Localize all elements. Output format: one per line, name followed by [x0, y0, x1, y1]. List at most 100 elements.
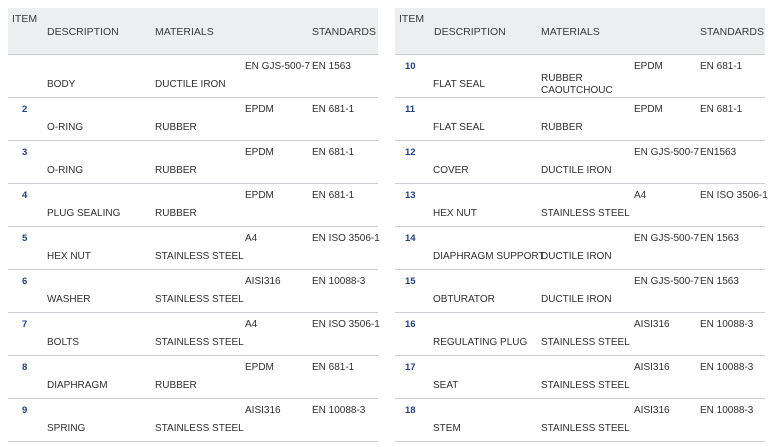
standard-cell: EN ISO 3506-1	[700, 190, 768, 201]
table-row: 3 O-RING RUBBER EPDM EN 681-1	[8, 141, 378, 184]
standard-cell: EN 681-1	[700, 61, 743, 72]
header-description: DESCRIPTION	[434, 26, 506, 38]
item-number: 8	[22, 362, 28, 373]
materials-cell: STAINLESS STEEL	[155, 337, 244, 348]
table-header: ITEM DESCRIPTION MATERIALS STANDARDS	[8, 8, 378, 55]
description-cell: O-RING	[47, 165, 84, 176]
table-row: 13 HEX NUT STAINLESS STEEL A4 EN ISO 3506-1	[395, 184, 768, 227]
grade-cell: AISI316	[634, 362, 670, 373]
standard-cell: EN 1563	[312, 61, 351, 72]
grade-cell: A4	[634, 190, 647, 201]
parts-table-left: ITEM DESCRIPTION MATERIALS STANDARDS BOD…	[8, 8, 380, 442]
standard-cell: EN 10088-3	[700, 405, 754, 416]
table-row: 17 SEAT STAINLESS STEEL AISI316 EN 10088-3	[395, 356, 765, 399]
materials-cell: RUBBER	[155, 380, 197, 391]
grade-cell: EPDM	[634, 104, 663, 115]
table-row: 7 BOLTS STAINLESS STEEL A4 EN ISO 3506-1	[8, 313, 380, 356]
grade-cell: EPDM	[245, 147, 274, 158]
table-row: 14 DIAPHRAGM SUPPORT DUCTILE IRON EN GJS-50…	[395, 227, 765, 270]
table-row: 10 FLAT SEAL RUBBER CAOUTCHOUC EPDM EN 681-1	[395, 55, 765, 98]
description-cell: DIAPHRAGM SUPPORT	[433, 251, 545, 262]
grade-cell: A4	[245, 319, 258, 330]
standard-cell: EN 10088-3	[312, 276, 366, 287]
standard-cell: EN 10088-3	[312, 405, 366, 416]
materials-cell: RUBBER	[541, 122, 583, 133]
header-item: ITEM	[12, 13, 38, 25]
materials-cell: DUCTILE IRON	[541, 251, 612, 262]
description-cell: COVER	[433, 165, 469, 176]
materials-cell: DUCTILE IRON	[541, 294, 612, 305]
standard-cell: EN 681-1	[312, 147, 355, 158]
standard-cell: EN1563	[700, 147, 737, 158]
grade-cell: AISI316	[634, 319, 670, 330]
standard-cell: EN ISO 3506-1	[312, 319, 380, 330]
table-header: ITEM DESCRIPTION MATERIALS STANDARDS	[395, 8, 765, 55]
standard-cell: EN 681-1	[312, 362, 355, 373]
header-standards: STANDARDS	[312, 26, 376, 38]
header-item: ITEM	[399, 13, 425, 25]
description-cell: HEX NUT	[47, 251, 91, 262]
standard-cell: EN 681-1	[312, 190, 355, 201]
table-row: 8 DIAPHRAGM RUBBER EPDM EN 681-1	[8, 356, 378, 399]
description-cell: O-RING	[47, 122, 84, 133]
materials-cell: STAINLESS STEEL	[155, 423, 244, 434]
materials-cell: STAINLESS STEEL	[541, 208, 630, 219]
item-number: 18	[405, 405, 416, 416]
description-cell: SPRING	[47, 423, 86, 434]
grade-cell: EPDM	[634, 61, 663, 72]
header-standards: STANDARDS	[700, 26, 764, 38]
grade-cell: AISI316	[245, 276, 281, 287]
header-materials: MATERIALS	[155, 26, 214, 38]
grade-cell: EPDM	[245, 104, 274, 115]
table-row: 18 STEM STAINLESS STEEL AISI316 EN 10088-3	[395, 399, 765, 442]
table-row: 12 COVER DUCTILE IRON EN GJS-500-7 EN1563	[395, 141, 765, 184]
header-materials: MATERIALS	[541, 26, 600, 38]
materials-cell: RUBBER	[155, 165, 197, 176]
materials-cell: STAINLESS STEEL	[541, 337, 630, 348]
table-row: 4 PLUG SEALING RUBBER EPDM EN 681-1	[8, 184, 378, 227]
table-row: 6 WASHER STAINLESS STEEL AISI316 EN 10088-3	[8, 270, 378, 313]
table-row: 5 HEX NUT STAINLESS STEEL A4 EN ISO 3506-1	[8, 227, 380, 270]
standard-cell: EN 1563	[700, 276, 739, 287]
description-cell: STEM	[433, 423, 461, 434]
table-row: 16 REGULATING PLUG STAINLESS STEEL AISI316 E…	[395, 313, 765, 356]
item-number: 10	[405, 61, 416, 72]
header-description: DESCRIPTION	[47, 26, 119, 38]
table-row: 15 OBTURATOR DUCTILE IRON EN GJS-500-7 EN 15…	[395, 270, 765, 313]
item-number: 13	[405, 190, 416, 201]
materials-cell: RUBBER	[155, 208, 197, 219]
table-row: BODY DUCTILE IRON EN GJS-500-7 EN 1563	[8, 55, 378, 98]
standard-cell: EN 10088-3	[700, 319, 754, 330]
table-row: 11 FLAT SEAL RUBBER EPDM EN 681-1	[395, 98, 765, 141]
standard-cell: EN ISO 3506-1	[312, 233, 380, 244]
grade-cell: AISI316	[634, 405, 670, 416]
item-number: 15	[405, 276, 416, 287]
grade-cell: EN GJS-500-7	[245, 61, 311, 72]
item-number: 6	[22, 276, 28, 287]
materials-cell: RUBBER	[155, 122, 197, 133]
standard-cell: EN 10088-3	[700, 362, 754, 373]
description-cell: SEAT	[433, 380, 459, 391]
item-number: 16	[405, 319, 416, 330]
grade-cell: EPDM	[245, 190, 274, 201]
item-number: 11	[405, 104, 416, 115]
grade-cell: A4	[245, 233, 258, 244]
item-number: 14	[405, 233, 416, 244]
item-number: 2	[22, 104, 28, 115]
item-number: 4	[22, 190, 28, 201]
description-cell: WASHER	[47, 294, 91, 305]
parts-table-right: ITEM DESCRIPTION MATERIALS STANDARDS 10 F…	[395, 8, 768, 442]
standard-cell: EN 1563	[700, 233, 739, 244]
standard-cell: EN 681-1	[312, 104, 355, 115]
item-number: 9	[22, 405, 28, 416]
grade-cell: AISI316	[245, 405, 281, 416]
materials-cell: STAINLESS STEEL	[155, 251, 244, 262]
description-cell: BOLTS	[47, 337, 80, 348]
description-cell: FLAT SEAL	[433, 122, 485, 133]
item-number: 7	[22, 319, 28, 330]
materials-cell: STAINLESS STEEL	[541, 423, 630, 434]
description-cell: FLAT SEAL	[433, 79, 485, 90]
grade-cell: EN GJS-500-7	[634, 147, 700, 158]
grade-cell: EN GJS-500-7	[634, 276, 700, 287]
description-cell: HEX NUT	[433, 208, 477, 219]
